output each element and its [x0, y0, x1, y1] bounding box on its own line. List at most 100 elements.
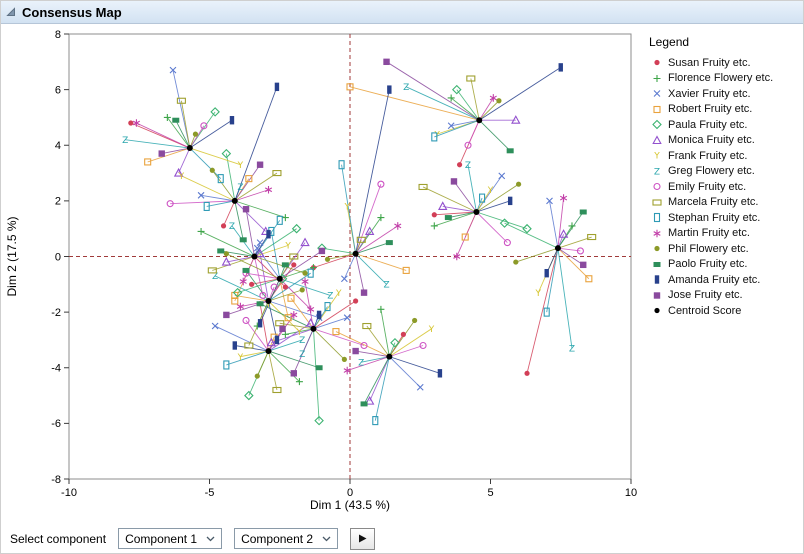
- series-points[interactable]: [172, 117, 587, 407]
- series-points[interactable]: [144, 83, 593, 341]
- axes[interactable]: -10 -5 0 5 10 -8 -6 -4 -2 0 2 4 6 8: [51, 29, 637, 499]
- legend-marker-icon: [654, 246, 660, 252]
- legend-item[interactable]: Martin Fruity etc.: [649, 226, 801, 242]
- legend-marker-icon: [653, 90, 661, 98]
- legend-item-label: Stephan Fruity etc.: [668, 211, 761, 224]
- svg-text:Z: Z: [229, 222, 235, 232]
- legend-marker-icon: [654, 275, 660, 284]
- svg-text:-2: -2: [51, 307, 61, 319]
- svg-text:-10: -10: [61, 487, 77, 499]
- legend-items: Susan Fruity etc. Florence Flowery etc. Xa…: [649, 55, 801, 319]
- legend-marker-icon: [653, 261, 661, 267]
- legend-item[interactable]: Emily Fruity etc.: [649, 179, 801, 195]
- legend-item-label: Jose Fruity etc.: [668, 289, 743, 302]
- chevron-down-icon: [322, 536, 331, 542]
- svg-text:Y: Y: [284, 242, 291, 252]
- legend-item[interactable]: Florence Flowery etc.: [649, 71, 801, 87]
- series-points[interactable]: [128, 120, 530, 376]
- disclosure-triangle-icon[interactable]: [6, 7, 16, 17]
- svg-text:Z: Z: [654, 167, 660, 177]
- legend-item[interactable]: Centroid Score: [649, 303, 801, 319]
- legend-marker-icon: Y: [653, 152, 660, 162]
- series-points[interactable]: [169, 66, 553, 391]
- svg-text:5: 5: [487, 487, 493, 499]
- svg-text:Z: Z: [358, 358, 364, 368]
- component-1-dropdown[interactable]: Component 1: [118, 528, 223, 549]
- legend-item[interactable]: Robert Fruity etc.: [649, 102, 801, 118]
- svg-text:Y: Y: [428, 325, 435, 335]
- svg-text:Y: Y: [535, 289, 542, 299]
- x-axis-title: Dim 1 (43.5 %): [310, 498, 390, 512]
- component-2-dropdown[interactable]: Component 2: [234, 528, 339, 549]
- svg-text:Z: Z: [383, 281, 389, 291]
- legend-item[interactable]: Y Frank Fruity etc.: [649, 148, 801, 164]
- svg-text:Z: Z: [465, 161, 471, 171]
- svg-text:Y: Y: [237, 161, 244, 171]
- legend-item[interactable]: Xavier Fruity etc.: [649, 86, 801, 102]
- legend-marker-icon: [654, 308, 660, 314]
- chevron-down-icon: [206, 536, 215, 542]
- outline-header: Consensus Map: [1, 1, 803, 24]
- legend-title: Legend: [649, 35, 690, 49]
- legend-item[interactable]: Z Greg Flowery etc.: [649, 164, 801, 180]
- svg-text:0: 0: [55, 251, 61, 263]
- legend-item-label: Susan Fruity etc.: [668, 56, 751, 69]
- legend-item[interactable]: Amanda Fruity etc.: [649, 272, 801, 288]
- controls-bar: Select component Component 1 Component 2: [1, 522, 803, 553]
- legend-item[interactable]: Phil Flowery etc.: [649, 241, 801, 257]
- legend-item-label: Florence Flowery etc.: [668, 72, 774, 85]
- svg-text:6: 6: [55, 84, 61, 96]
- legend-marker-icon: [652, 135, 662, 144]
- svg-text:4: 4: [55, 140, 61, 152]
- legend-item-label: Robert Fruity etc.: [668, 103, 753, 116]
- series-points[interactable]: [176, 75, 597, 394]
- svg-text:2: 2: [55, 196, 61, 208]
- legend-item[interactable]: Marcela Fruity etc.: [649, 195, 801, 211]
- svg-text:-6: -6: [51, 418, 61, 430]
- series-points[interactable]: [132, 94, 568, 375]
- svg-text:Y: Y: [653, 152, 660, 162]
- series-points[interactable]: [163, 94, 576, 386]
- svg-text:Y: Y: [178, 172, 185, 182]
- legend-item[interactable]: Stephan Fruity etc.: [649, 210, 801, 226]
- play-arrow-icon: [356, 532, 369, 545]
- legend-item-label: Amanda Fruity etc.: [668, 273, 761, 286]
- legend-item[interactable]: Paolo Fruity etc.: [649, 257, 801, 273]
- legend-panel: Legend Susan Fruity etc. Florence Flowery…: [649, 35, 801, 319]
- svg-text:Z: Z: [237, 183, 243, 193]
- legend-item-label: Martin Fruity etc.: [668, 227, 750, 240]
- legend-item-label: Emily Fruity etc.: [668, 180, 747, 193]
- legend-item[interactable]: Susan Fruity etc.: [649, 55, 801, 71]
- svg-text:Z: Z: [569, 344, 575, 354]
- legend-marker-icon: [654, 60, 660, 66]
- legend-marker-icon: [653, 229, 661, 238]
- series-points[interactable]: [229, 63, 563, 378]
- select-component-label: Select component: [10, 531, 107, 546]
- svg-text:Z: Z: [327, 292, 333, 302]
- svg-text:Z: Z: [299, 350, 305, 360]
- consensus-map-chart[interactable]: -10 -5 0 5 10 -8 -6 -4 -2 0 2 4 6 8 Dim 1 (43.5 %) Dim …: [1, 1, 804, 522]
- series-points[interactable]: [158, 58, 587, 377]
- series-points[interactable]: [203, 132, 550, 426]
- legend-item-label: Paolo Fruity etc.: [668, 258, 748, 271]
- legend-item[interactable]: Paula Fruity etc.: [649, 117, 801, 133]
- svg-text:-5: -5: [205, 487, 215, 499]
- component-1-value: Component 1: [125, 531, 198, 546]
- series-points[interactable]: [192, 98, 522, 379]
- legend-marker-icon: [652, 199, 662, 206]
- svg-text:Z: Z: [122, 136, 128, 146]
- legend-item[interactable]: Monica Fruity etc.: [649, 133, 801, 149]
- svg-text:Z: Z: [212, 272, 218, 282]
- svg-text:10: 10: [625, 487, 637, 499]
- legend-item[interactable]: Jose Fruity etc.: [649, 288, 801, 304]
- legend-item-label: Phil Flowery etc.: [668, 242, 749, 255]
- svg-text:Y: Y: [343, 203, 350, 213]
- apply-button[interactable]: [350, 527, 376, 550]
- legend-marker-icon: [653, 213, 661, 223]
- panel-title: Consensus Map: [22, 4, 122, 20]
- svg-text:Y: Y: [296, 328, 303, 338]
- centroid-markers[interactable]: [186, 117, 561, 360]
- legend-item-label: Greg Flowery etc.: [668, 165, 755, 178]
